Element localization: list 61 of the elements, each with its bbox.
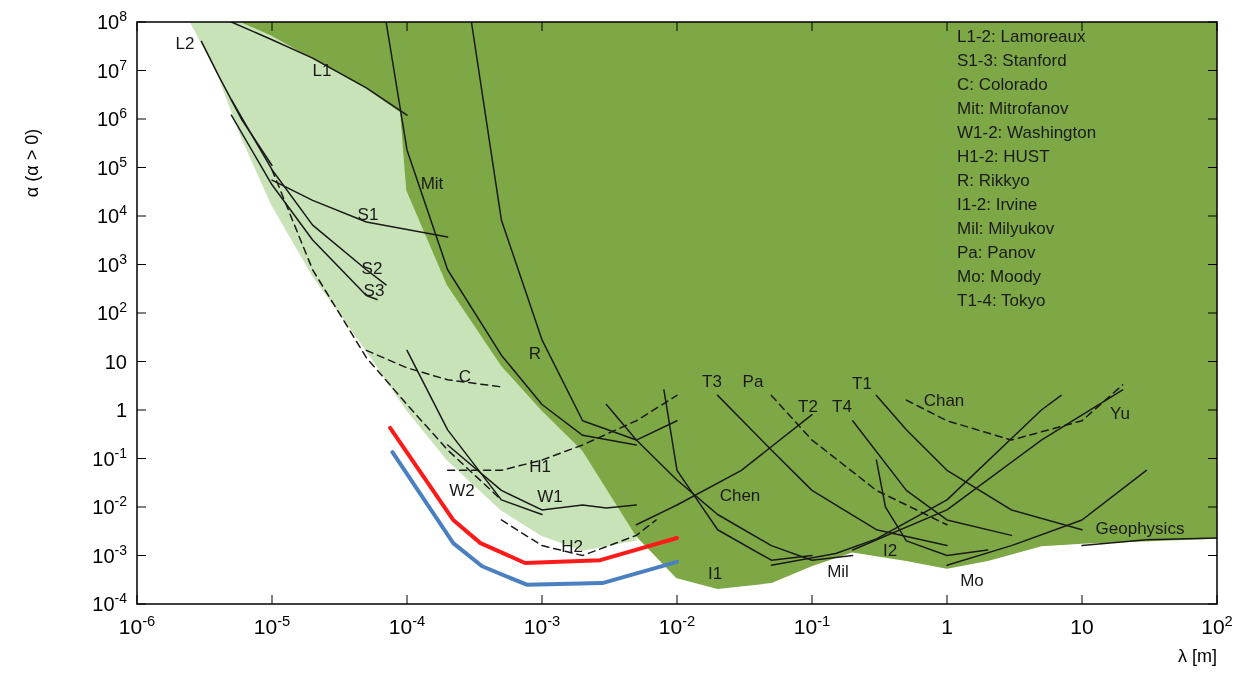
x-tick-label: 1 <box>941 615 953 638</box>
series-label: T1 <box>852 374 872 394</box>
x-tick-label: 10$^{-3}$ <box>523 613 561 638</box>
annotation: L1-2: Lamoreaux <box>957 27 1087 46</box>
x-tick-label: 10$^{-6}$ <box>118 613 156 638</box>
series-label: S1 <box>357 205 379 225</box>
annotation: R: Rikkyo <box>957 171 1030 190</box>
series-label: R <box>528 344 542 364</box>
series-label: I2 <box>882 541 898 561</box>
x-tick-label: 10$^{2}$ <box>1201 613 1233 638</box>
series-label: S3 <box>363 281 385 301</box>
x-tick-label: 10$^{-2}$ <box>658 613 696 638</box>
x-tick-label: 10 <box>1070 615 1094 638</box>
series-label: T2 <box>798 397 818 417</box>
y-tick-label: 1 <box>115 399 127 421</box>
x-axis-title: λ [m] <box>1178 646 1217 666</box>
y-tick-label: 10$^{-2}$ <box>92 493 128 518</box>
series-label: Mit <box>420 174 444 194</box>
series-label: L2 <box>175 34 195 54</box>
x-tick-label: 10$^{-4}$ <box>388 613 426 638</box>
x-tick-label: 10$^{-1}$ <box>793 613 831 638</box>
y-tick-label: 10$^{3}$ <box>96 250 128 276</box>
annotation: I1-2: Irvine <box>957 195 1038 214</box>
series-label: C <box>458 367 472 387</box>
annotation: Mit: Mitrofanov <box>957 99 1069 118</box>
series-label: Mo <box>960 571 984 591</box>
y-tick-label: 10$^{6}$ <box>96 105 128 130</box>
y-tick-label: 10 <box>104 350 127 373</box>
annotation: T1-4: Tokyo <box>957 291 1046 310</box>
series-label: I1 <box>707 564 723 584</box>
series-label: Chen <box>719 486 761 506</box>
y-tick-label: 10$^{-1}$ <box>92 444 128 470</box>
annotation: H1-2: HUST <box>957 147 1050 166</box>
series-label: H2 <box>561 537 583 557</box>
series-label: H1 <box>529 457 551 477</box>
series-label: Geophysics <box>1095 519 1185 539</box>
y-tick-label: 10$^{4}$ <box>96 202 128 227</box>
series-label: Pa <box>742 372 764 392</box>
x-tick-label: 10$^{-5}$ <box>253 613 291 638</box>
y-tick-label: 10$^{-4}$ <box>92 590 128 615</box>
y-tick-label: 10$^{5}$ <box>96 153 128 179</box>
series-label: S2 <box>361 259 383 279</box>
annotation: Mo: Moody <box>957 267 1042 286</box>
y-tick-label: 10$^{2}$ <box>96 299 128 324</box>
series-label: W1 <box>537 487 563 507</box>
annotation: W1-2: Washington <box>957 123 1097 142</box>
series-label: L1 <box>312 61 332 81</box>
series-label: T3 <box>702 372 722 392</box>
series-label: Chan <box>923 391 965 411</box>
y-tick-label: 10$^{7}$ <box>96 56 128 82</box>
y-tick-label: 10$^{8}$ <box>96 8 128 33</box>
y-axis-title: α (α > 0) <box>22 128 42 198</box>
annotation: C: Colorado <box>957 75 1048 94</box>
annotation: Pa: Panov <box>957 243 1036 262</box>
annotation: S1-3: Stanford <box>957 51 1067 70</box>
annotation: Mil: Milyukov <box>957 219 1055 238</box>
y-tick-label: 10$^{-3}$ <box>92 541 128 567</box>
series-label: Yu <box>1110 404 1130 424</box>
series-label: T4 <box>832 397 852 417</box>
series-label: W2 <box>449 481 475 501</box>
series-label: Mil <box>827 562 849 582</box>
